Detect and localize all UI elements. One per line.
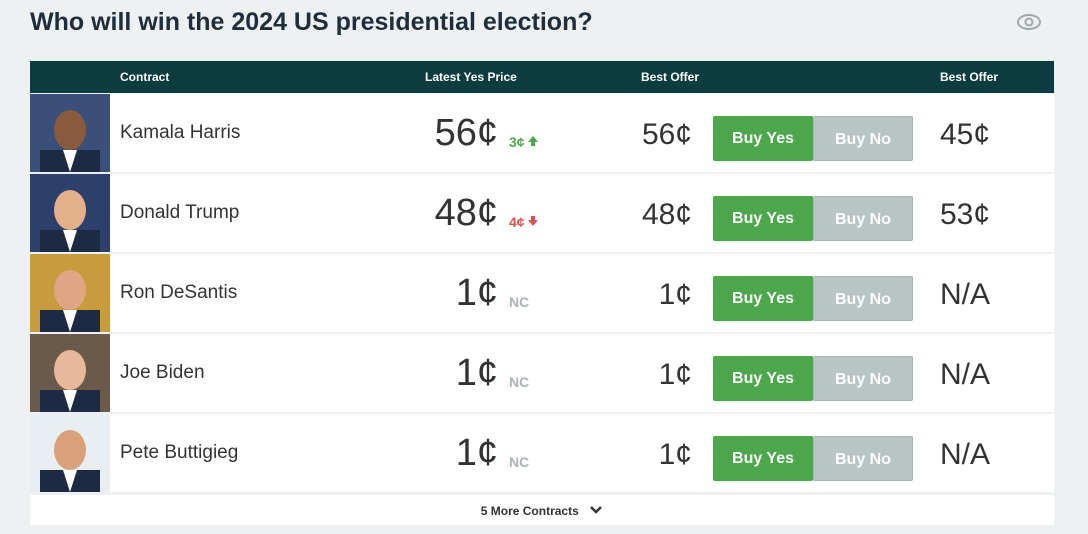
table-header: Contract Latest Yes Price Best Offer Bes… bbox=[30, 61, 1054, 93]
best-offer-no: N/A bbox=[939, 278, 990, 311]
candidate-name: Joe Biden bbox=[120, 362, 205, 383]
best-offer-no: N/A bbox=[939, 438, 990, 471]
column-header: Best Offer bbox=[641, 70, 700, 84]
candidate-photo bbox=[30, 174, 110, 252]
change-arrow bbox=[527, 136, 538, 146]
watch-icon[interactable] bbox=[1016, 12, 1042, 32]
price-change: 3¢ bbox=[509, 134, 539, 150]
latest-price: 1¢ bbox=[455, 352, 498, 394]
candidate-photo bbox=[30, 414, 110, 492]
buy-yes-button[interactable]: Buy Yes bbox=[713, 196, 813, 241]
table-footer: 5 More Contracts bbox=[30, 495, 1054, 525]
candidate-name: Ron DeSantis bbox=[120, 282, 238, 303]
latest-price: 1¢ bbox=[455, 272, 498, 314]
latest-price: 48¢ bbox=[434, 192, 498, 234]
price-change: NC bbox=[509, 454, 530, 470]
price-change: NC bbox=[509, 294, 530, 310]
best-offer-yes: 48¢ bbox=[641, 198, 692, 231]
candidate-photo bbox=[30, 334, 110, 412]
buy-no-button[interactable]: Buy No bbox=[813, 116, 913, 161]
latest-price: 1¢ bbox=[455, 432, 498, 474]
contract-row: Ron DeSantis 1¢ NC 1¢ Buy Yes Buy No N/A bbox=[30, 254, 1054, 332]
candidate-name: Pete Buttigieg bbox=[120, 442, 239, 463]
chevron[interactable] bbox=[589, 505, 603, 515]
column-header: Contract bbox=[120, 70, 170, 84]
best-offer-yes: 1¢ bbox=[658, 438, 692, 471]
column-header: Best Offer bbox=[940, 70, 999, 84]
buy-no-button[interactable]: Buy No bbox=[813, 356, 913, 401]
contract-row: Kamala Harris 56¢ 3¢ 56¢ Buy Yes Buy No 45¢ bbox=[30, 94, 1054, 172]
best-offer-yes: 56¢ bbox=[641, 118, 692, 151]
contract-row: Donald Trump 48¢ 4¢ 48¢ Buy Yes Buy No 53¢ bbox=[30, 174, 1054, 252]
best-offer-no: N/A bbox=[939, 358, 990, 391]
buy-no-button[interactable]: Buy No bbox=[813, 436, 913, 481]
contract-row: Pete Buttigieg 1¢ NC 1¢ Buy Yes Buy No N/A bbox=[30, 414, 1054, 492]
candidate-name: Donald Trump bbox=[120, 202, 240, 223]
buy-no-button[interactable]: Buy No bbox=[813, 276, 913, 321]
buy-yes-button[interactable]: Buy Yes bbox=[713, 276, 813, 321]
best-offer-no: 45¢ bbox=[939, 118, 991, 151]
candidate-photo bbox=[30, 94, 110, 172]
contract-row: Joe Biden 1¢ NC 1¢ Buy Yes Buy No N/A bbox=[30, 334, 1054, 412]
latest-price: 56¢ bbox=[434, 112, 498, 154]
best-offer-yes: 1¢ bbox=[658, 278, 692, 311]
column-header: Latest Yes Price bbox=[425, 70, 517, 84]
best-offer-no: 53¢ bbox=[939, 198, 991, 231]
price-change: 4¢ bbox=[509, 214, 539, 230]
candidate-name: Kamala Harris bbox=[120, 122, 241, 143]
buy-yes-button[interactable]: Buy Yes bbox=[713, 116, 813, 161]
price-change: NC bbox=[509, 374, 530, 390]
buy-no-button[interactable]: Buy No bbox=[813, 196, 913, 241]
change-arrow bbox=[527, 216, 538, 226]
buy-yes-button[interactable]: Buy Yes bbox=[713, 356, 813, 401]
candidate-photo bbox=[30, 254, 110, 332]
best-offer-yes: 1¢ bbox=[658, 358, 692, 391]
more-contracts[interactable]: 5 More Contracts bbox=[480, 504, 579, 518]
page-title: Who will win the 2024 US presidential el… bbox=[30, 8, 593, 36]
buy-yes-button[interactable]: Buy Yes bbox=[713, 436, 813, 481]
